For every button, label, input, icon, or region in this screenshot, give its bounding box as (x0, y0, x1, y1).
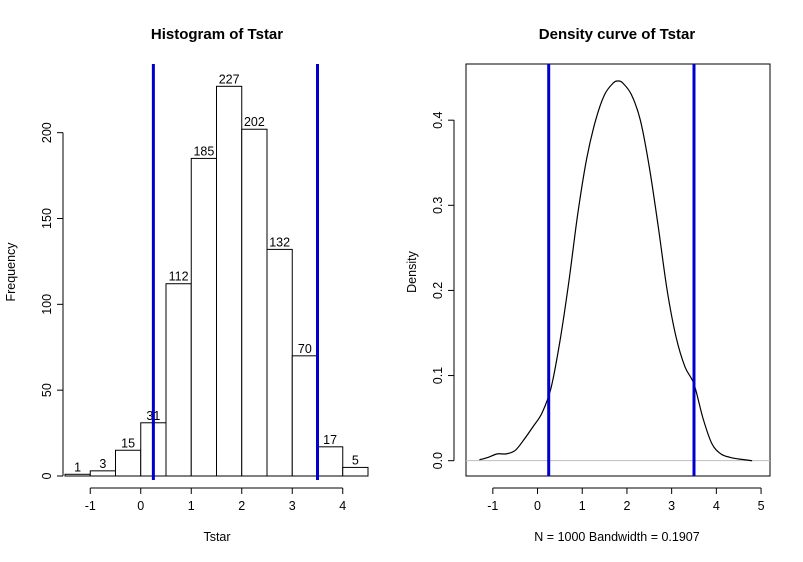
histogram-x-tick-label: 2 (238, 499, 245, 513)
histogram-bar-label: 17 (323, 433, 337, 447)
density-ylabel: Density (405, 250, 419, 292)
histogram-bar-label: 3 (99, 457, 106, 471)
density-x-tick-label: 2 (623, 499, 630, 513)
histogram-bar (266, 248, 293, 477)
histogram-bar (115, 449, 142, 477)
histogram-bar-label: 15 (121, 436, 135, 450)
density-y-tick-label: 0.3 (431, 197, 445, 214)
histogram-y-tick-label: 50 (40, 383, 54, 397)
histogram-bar-label: 185 (193, 144, 214, 158)
histogram-bar-label: 1 (74, 460, 81, 474)
histogram-bar-label: 5 (352, 453, 359, 467)
histogram-bar-label: 112 (169, 270, 189, 284)
histogram-bar (291, 355, 318, 477)
histogram-ylabel: Frequency (4, 242, 18, 302)
histogram-bars (64, 85, 369, 477)
histogram-title: Histogram of Tstar (151, 26, 283, 43)
histogram-bar (64, 473, 91, 477)
density-x-tick-label: 4 (713, 499, 720, 513)
density-x-tick-label: 3 (668, 499, 675, 513)
density-plot-box (465, 63, 771, 477)
histogram-bar-labels: 13153111218522720213270175 (74, 72, 359, 474)
density-title: Density curve of Tstar (539, 26, 696, 43)
histogram-x-axis: -1 0 1 2 3 4 (85, 487, 346, 513)
histogram-bar (241, 128, 268, 477)
density-panel: Density curve of Tstar N = 1000 Bandwidt… (405, 26, 771, 544)
histogram-y-tick-label: 100 (40, 294, 54, 315)
histogram-x-tick-label: 3 (289, 499, 296, 513)
density-xlabel: N = 1000 Bandwidth = 0.1907 (534, 530, 699, 544)
density-y-tick-label: 0.1 (431, 367, 445, 384)
histogram-bar-label: 70 (298, 342, 312, 356)
density-y-tick-label: 0.0 (431, 452, 445, 469)
histogram-bar (165, 283, 192, 477)
histogram-x-tick-label: -1 (85, 499, 96, 513)
histogram-panel: Histogram of Tstar Tstar Frequency 13153… (4, 26, 369, 544)
density-y-tick-label: 0.2 (431, 282, 445, 299)
histogram-bar-label: 227 (219, 72, 240, 86)
density-x-tick-label: 1 (579, 499, 586, 513)
density-vertical-lines (547, 64, 696, 476)
histogram-y-tick-label: 0 (40, 472, 54, 479)
histogram-y-axis: 0 50 100 150 200 (40, 122, 64, 479)
histogram-x-tick-label: 4 (339, 499, 346, 513)
histogram-bar (317, 446, 344, 477)
histogram-bar-label: 202 (244, 115, 265, 129)
density-y-tick-label: 0.4 (431, 111, 445, 128)
density-y-axis: 0.0 0.1 0.2 0.3 0.4 (431, 111, 455, 469)
histogram-xlabel: Tstar (203, 530, 230, 544)
density-x-tick-label: -1 (487, 499, 498, 513)
histogram-x-tick-label: 1 (188, 499, 195, 513)
histogram-vertical-lines (151, 64, 319, 480)
histogram-x-tick-label: 0 (137, 499, 144, 513)
histogram-bar (190, 157, 217, 477)
histogram-bar (342, 466, 369, 477)
histogram-bar (89, 470, 116, 477)
density-x-tick-label: 5 (758, 499, 765, 513)
histogram-y-tick-label: 200 (40, 122, 54, 143)
histogram-y-tick-label: 150 (40, 208, 54, 229)
histogram-bar (216, 85, 243, 477)
density-x-tick-label: 0 (534, 499, 541, 513)
histogram-bar-label: 132 (269, 235, 290, 249)
density-x-axis: -1 0 1 2 3 4 5 (487, 487, 765, 513)
density-curve (479, 80, 753, 462)
